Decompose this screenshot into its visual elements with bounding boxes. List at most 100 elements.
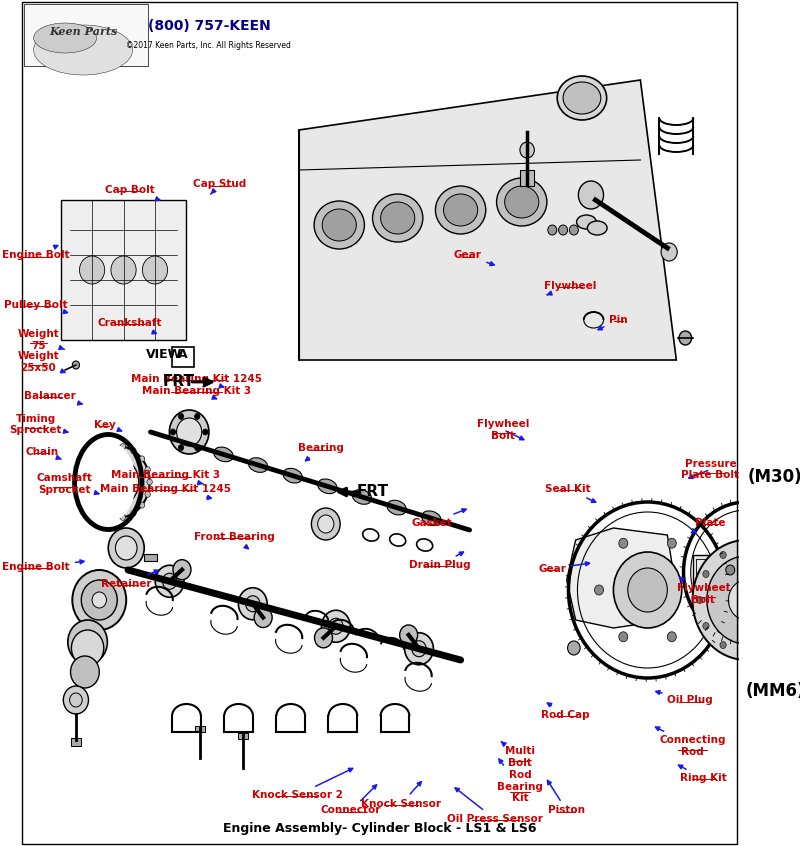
- Text: Seal Kit: Seal Kit: [546, 484, 596, 503]
- Circle shape: [772, 570, 778, 576]
- Ellipse shape: [214, 447, 233, 462]
- Circle shape: [594, 585, 603, 595]
- Circle shape: [667, 538, 676, 548]
- Circle shape: [79, 256, 105, 284]
- Circle shape: [667, 632, 676, 642]
- Circle shape: [115, 536, 137, 560]
- Circle shape: [781, 552, 800, 584]
- Circle shape: [619, 632, 628, 642]
- Text: Weight
25x50: Weight 25x50: [18, 351, 65, 373]
- Bar: [693, 555, 730, 611]
- Circle shape: [70, 693, 82, 707]
- Circle shape: [762, 604, 767, 610]
- Text: Rod Cap: Rod Cap: [541, 703, 590, 720]
- Ellipse shape: [387, 500, 406, 515]
- Circle shape: [145, 492, 150, 497]
- Text: (M30): (M30): [748, 468, 800, 486]
- Text: A: A: [178, 348, 188, 361]
- Circle shape: [743, 649, 750, 656]
- Circle shape: [98, 448, 104, 453]
- Ellipse shape: [381, 202, 414, 234]
- Circle shape: [246, 596, 260, 612]
- Text: Gasket: Gasket: [411, 508, 466, 528]
- Bar: [70, 738, 82, 746]
- Circle shape: [777, 591, 784, 600]
- Circle shape: [412, 640, 426, 656]
- Circle shape: [619, 538, 628, 548]
- Bar: [194, 726, 206, 732]
- Circle shape: [139, 503, 145, 508]
- Text: VIEW: VIEW: [146, 348, 182, 361]
- Circle shape: [111, 256, 136, 284]
- Circle shape: [130, 510, 136, 516]
- Circle shape: [82, 580, 118, 620]
- Text: Pressure
Plate Bolt: Pressure Plate Bolt: [682, 459, 739, 481]
- Circle shape: [108, 472, 126, 492]
- Circle shape: [130, 448, 136, 453]
- Text: Pin: Pin: [598, 315, 628, 330]
- Circle shape: [322, 610, 350, 642]
- Circle shape: [90, 503, 95, 508]
- Circle shape: [72, 361, 79, 369]
- Text: Timing
Sprocket: Timing Sprocket: [10, 414, 68, 436]
- Text: Balancer: Balancer: [25, 391, 82, 405]
- Ellipse shape: [322, 209, 356, 241]
- Text: Engine Assembly- Cylinder Block - LS1 & LS6: Engine Assembly- Cylinder Block - LS1 & …: [223, 822, 537, 835]
- Ellipse shape: [352, 490, 372, 504]
- Circle shape: [758, 549, 800, 659]
- Circle shape: [170, 410, 209, 454]
- Circle shape: [120, 443, 126, 449]
- Circle shape: [109, 443, 114, 449]
- Circle shape: [548, 225, 557, 235]
- Text: Rod
Bearing
Kit: Rod Bearing Kit: [497, 759, 543, 804]
- Circle shape: [679, 331, 692, 345]
- Text: Keen Parts: Keen Parts: [49, 26, 118, 37]
- Ellipse shape: [558, 76, 606, 120]
- Ellipse shape: [587, 221, 607, 235]
- Circle shape: [147, 479, 152, 485]
- Bar: [61, 200, 186, 340]
- Text: (MM6): (MM6): [746, 682, 800, 700]
- Text: Camshaft
Sprocket: Camshaft Sprocket: [37, 473, 98, 495]
- Text: Pulley Bolt: Pulley Bolt: [4, 299, 68, 314]
- Circle shape: [784, 623, 790, 629]
- Circle shape: [578, 181, 603, 209]
- Circle shape: [329, 618, 343, 634]
- Polygon shape: [566, 528, 676, 628]
- Circle shape: [628, 568, 667, 612]
- Circle shape: [766, 552, 773, 558]
- Circle shape: [790, 596, 796, 603]
- Circle shape: [72, 570, 126, 630]
- Circle shape: [142, 256, 167, 284]
- Circle shape: [178, 414, 184, 420]
- Circle shape: [82, 479, 87, 485]
- Circle shape: [707, 556, 786, 644]
- Circle shape: [84, 492, 90, 497]
- Circle shape: [784, 570, 790, 578]
- Ellipse shape: [82, 443, 134, 521]
- Circle shape: [766, 622, 771, 628]
- Circle shape: [63, 686, 89, 714]
- Circle shape: [720, 552, 726, 558]
- Circle shape: [785, 558, 790, 564]
- Text: Flywheel: Flywheel: [544, 281, 597, 295]
- Text: Gear: Gear: [538, 562, 590, 574]
- Circle shape: [729, 580, 765, 620]
- Circle shape: [697, 596, 703, 603]
- Text: Drain Plug: Drain Plug: [409, 552, 470, 570]
- Circle shape: [726, 565, 734, 575]
- Text: Bearing: Bearing: [298, 443, 344, 461]
- Text: Front Bearing: Front Bearing: [194, 532, 275, 549]
- Text: Flywheel
Bolt: Flywheel Bolt: [677, 578, 730, 605]
- Circle shape: [405, 633, 434, 665]
- Ellipse shape: [435, 186, 486, 234]
- Ellipse shape: [443, 194, 478, 226]
- Circle shape: [71, 630, 104, 666]
- Circle shape: [703, 623, 709, 629]
- Text: (800) 757-KEEN: (800) 757-KEEN: [147, 19, 270, 33]
- Circle shape: [177, 418, 202, 446]
- Ellipse shape: [318, 479, 337, 494]
- Circle shape: [400, 625, 418, 645]
- Text: Chain: Chain: [25, 447, 61, 459]
- Ellipse shape: [34, 23, 97, 53]
